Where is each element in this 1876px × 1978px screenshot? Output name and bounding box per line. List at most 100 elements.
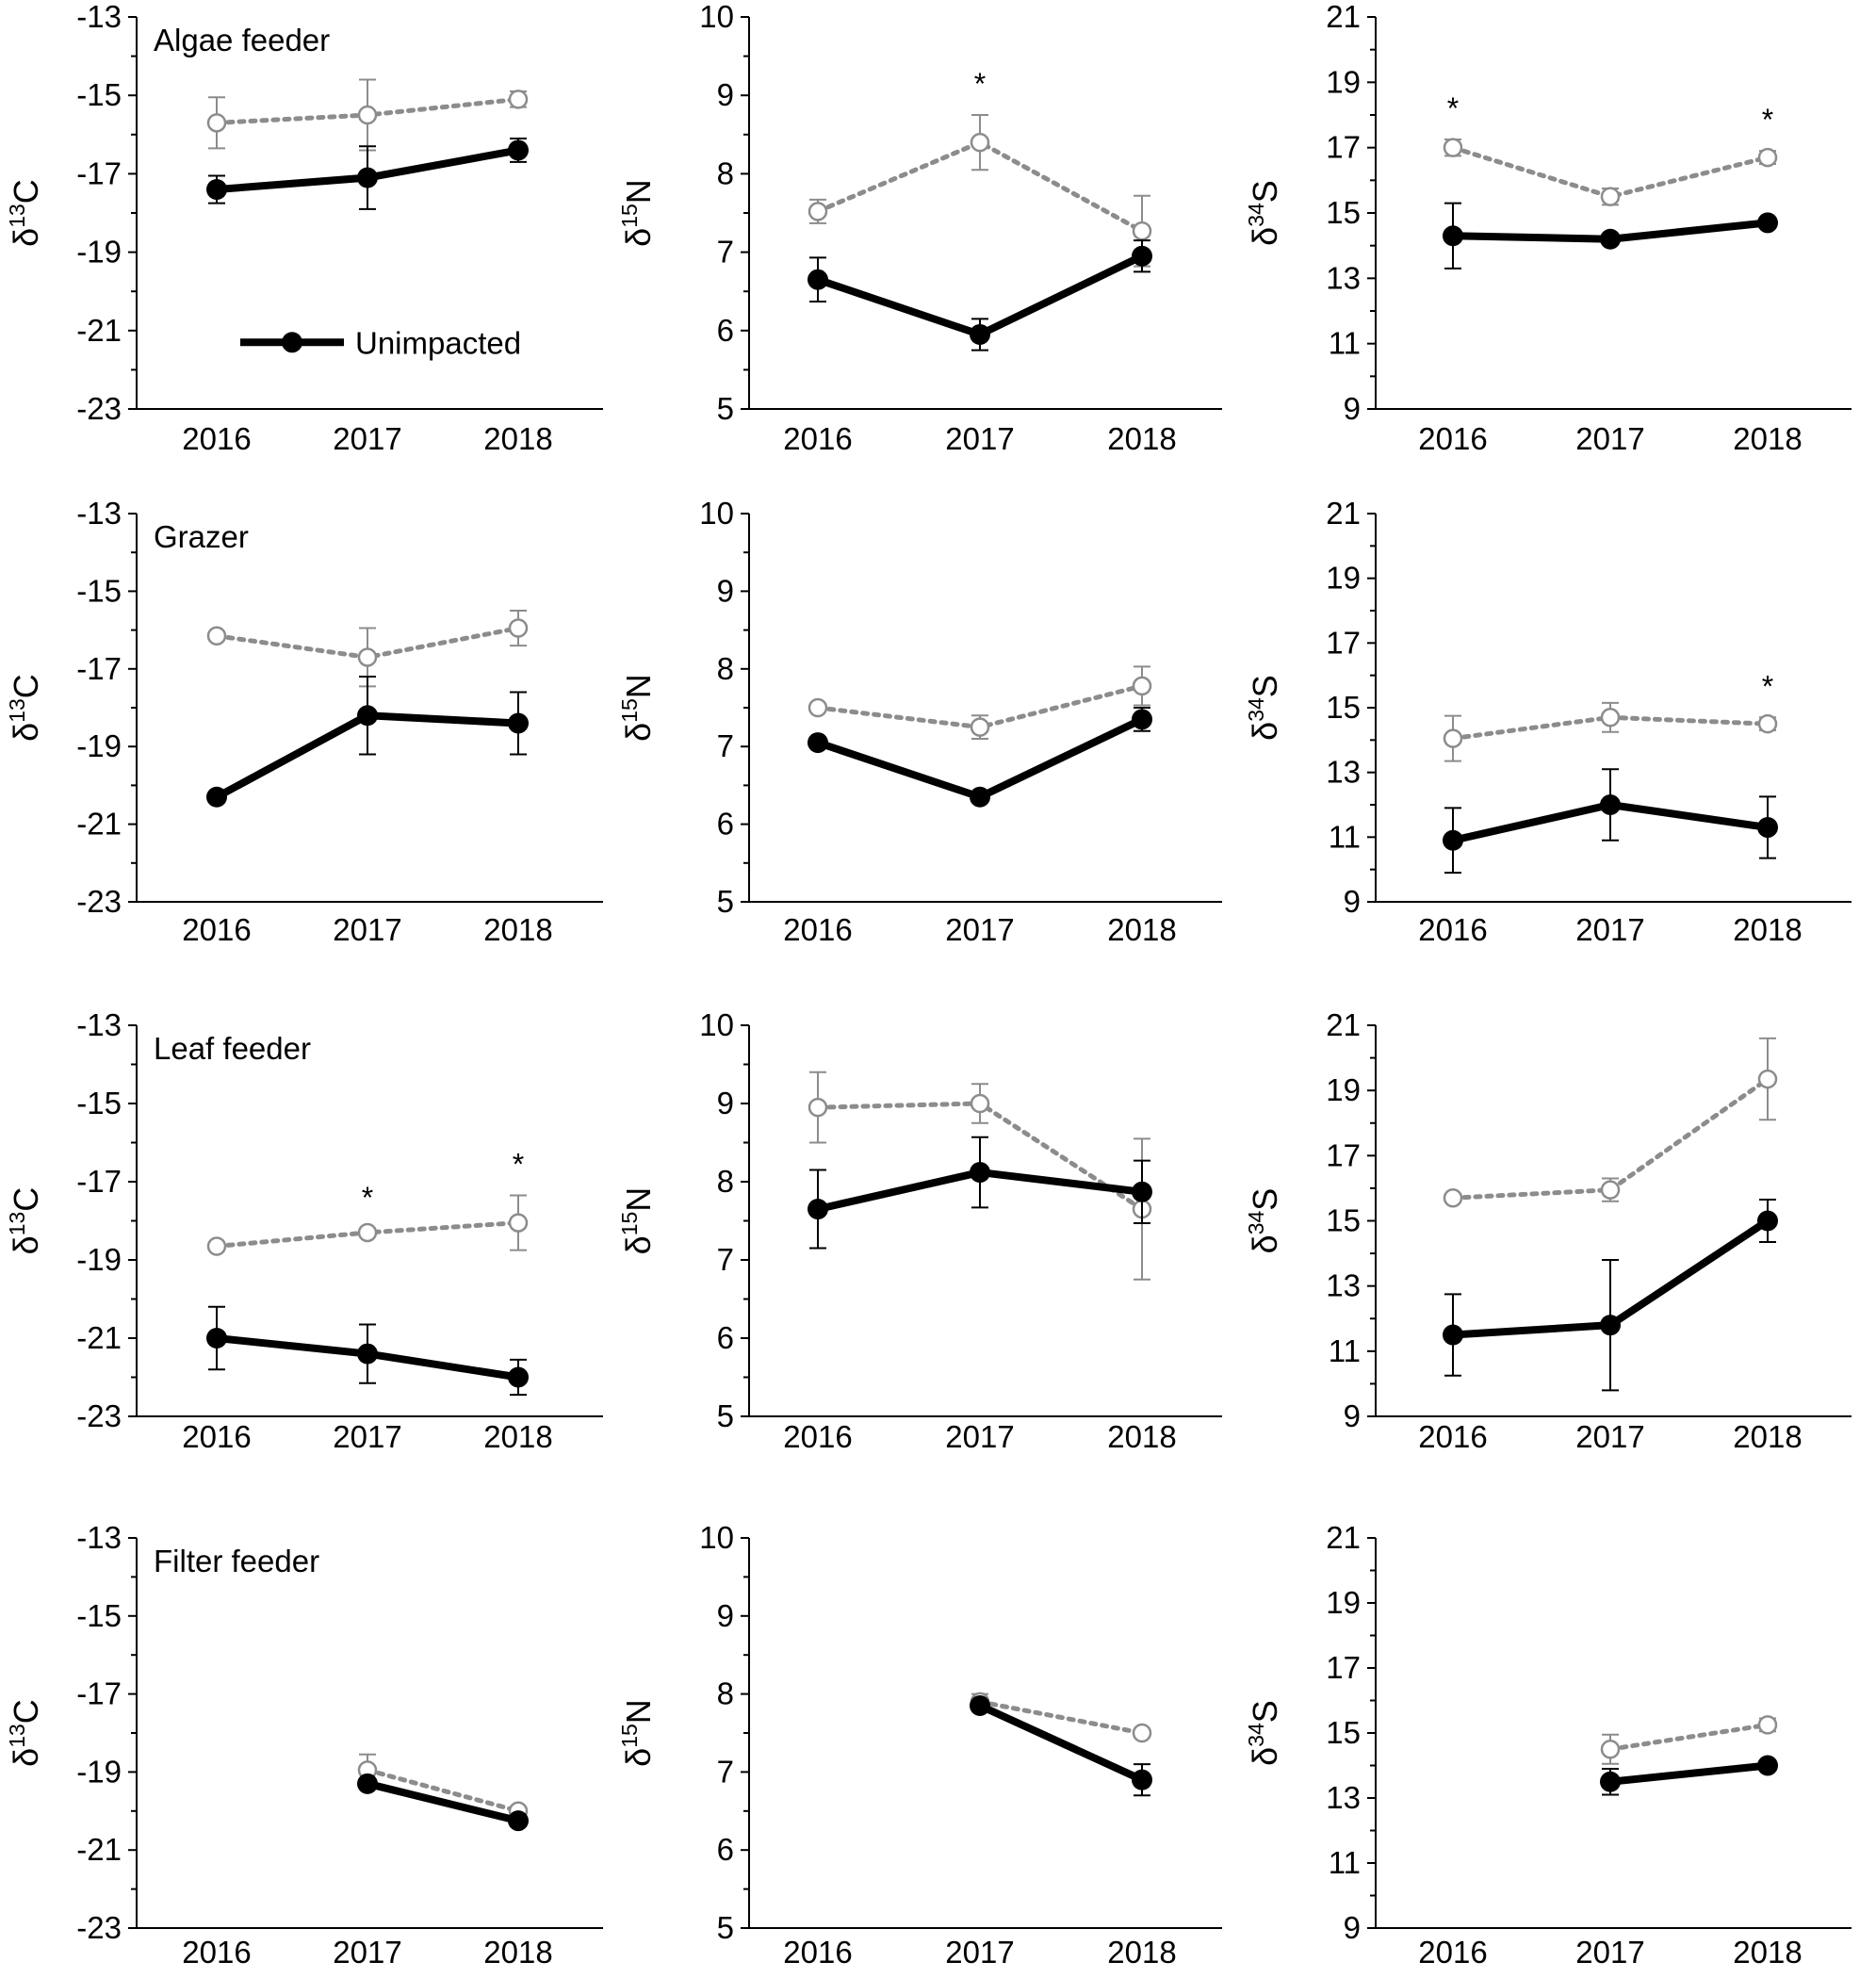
y-tick-label: 6 — [717, 313, 734, 348]
y-tick-label: 6 — [717, 1320, 734, 1355]
data-point — [1443, 728, 1463, 748]
series-unimpacted — [807, 239, 1152, 351]
x-tick-label: 2017 — [333, 421, 401, 456]
data-point — [1600, 1180, 1621, 1200]
panel-leaf-n: 5 6 7 8 9 10 2016 2017 2018 δ15N — [617, 1007, 1222, 1454]
data-point — [508, 1810, 529, 1832]
y-tick-label: 6 — [717, 807, 734, 842]
data-point — [1757, 1755, 1778, 1776]
data-point — [508, 139, 529, 161]
x-tick-label: 2018 — [1107, 912, 1176, 947]
y-tick-label: 11 — [1329, 1845, 1361, 1880]
panel-algae-s: 9 11 13 15 17 19 21 2016 2017 2018 δ34S * * — [1244, 0, 1852, 456]
data-point — [1757, 212, 1778, 234]
series-line — [1609, 1761, 1769, 1786]
data-point — [1757, 817, 1778, 839]
y-tick-label: -19 — [76, 1754, 122, 1789]
data-point — [1600, 187, 1621, 206]
y-tick-label: 21 — [1326, 496, 1361, 531]
y-tick-label: 7 — [717, 1754, 734, 1789]
data-point — [357, 167, 378, 188]
y-tick-label: 11 — [1329, 819, 1361, 854]
y-axis-label: δ15N — [617, 1187, 658, 1255]
data-point — [357, 647, 378, 667]
y-tick-label: -15 — [76, 573, 122, 608]
y-tick-label: -13 — [76, 496, 122, 531]
y-axis-label: δ13C — [5, 179, 45, 247]
series-line — [365, 1767, 521, 1814]
x-tick-label: 2017 — [333, 1419, 401, 1454]
data-point — [357, 1222, 378, 1243]
y-tick-label: 19 — [1326, 1585, 1361, 1620]
y-tick-label: 7 — [717, 235, 734, 270]
y-axis-label: δ34S — [1244, 675, 1284, 741]
data-point — [508, 618, 529, 638]
y-tick-label: -17 — [76, 651, 122, 686]
data-point — [1443, 829, 1463, 851]
y-tick-label: 15 — [1326, 1715, 1361, 1750]
data-point — [1132, 221, 1152, 241]
y-tick-label: 15 — [1326, 690, 1361, 725]
y-tick-label: -13 — [76, 1520, 122, 1555]
series-unimpacted — [357, 1773, 529, 1832]
y-tick-label: 19 — [1326, 561, 1361, 596]
y-tick-label: -13 — [76, 0, 122, 34]
panel-title: Filter feeder — [154, 1544, 319, 1578]
data-point — [1757, 1210, 1778, 1232]
x-tick-label: 2017 — [1575, 912, 1644, 947]
data-point — [508, 90, 529, 109]
data-point — [508, 1366, 529, 1388]
data-point — [1600, 708, 1621, 727]
x-tick-label: 2016 — [783, 421, 852, 456]
x-tick-label: 2018 — [1107, 1935, 1176, 1970]
data-point — [807, 1097, 828, 1118]
x-tick-label: 2016 — [182, 912, 251, 947]
data-point — [206, 1328, 227, 1349]
legend: Unimpacted — [240, 325, 521, 360]
y-tick-label: 9 — [717, 1598, 734, 1633]
significance-star: * — [362, 1181, 373, 1215]
x-tick-label: 2018 — [1733, 421, 1802, 456]
data-point — [970, 1695, 990, 1717]
series-unimpacted — [1443, 768, 1778, 875]
panel-filter-n: 5 6 7 8 9 10 2016 2017 2018 δ15N — [617, 1520, 1222, 1970]
y-tick-label: 8 — [717, 1676, 734, 1711]
y-tick-label: 10 — [699, 1520, 734, 1555]
x-tick-label: 2017 — [945, 1935, 1014, 1970]
y-axis-label: δ34S — [1244, 1700, 1284, 1766]
series-line — [1607, 1722, 1770, 1752]
data-point — [357, 1343, 378, 1365]
y-tick-label: 5 — [717, 1910, 734, 1945]
x-tick-label: 2016 — [1418, 1935, 1487, 1970]
y-tick-label: 9 — [717, 1086, 734, 1120]
panel-filter-c: -23 -21 -19 -17 -15 -13 2016 2017 2018 δ13C Filter… — [5, 1520, 603, 1970]
data-point — [357, 1773, 378, 1794]
data-point — [970, 786, 990, 808]
y-axis-label: δ13C — [5, 1187, 45, 1255]
x-tick-label: 2018 — [1107, 421, 1176, 456]
series-line — [367, 1779, 519, 1825]
data-point — [970, 1162, 990, 1184]
y-tick-label: 13 — [1326, 260, 1361, 295]
y-tick-label: 5 — [717, 884, 734, 919]
significance-star: * — [974, 67, 986, 101]
x-tick-label: 2018 — [483, 912, 552, 947]
panel-leaf-s: 9 11 13 15 17 19 21 2016 2017 2018 δ34S — [1244, 1007, 1852, 1454]
data-point — [1132, 245, 1152, 267]
data-point — [1132, 1769, 1152, 1790]
data-point — [807, 732, 828, 754]
data-point — [206, 1236, 227, 1256]
y-tick-label: 13 — [1326, 1780, 1361, 1815]
y-axis-label: δ15N — [617, 1699, 658, 1767]
panel-title: Algae feeder — [154, 23, 330, 57]
data-point — [1600, 228, 1621, 250]
x-tick-label: 2018 — [1733, 912, 1802, 947]
data-point — [1443, 1324, 1463, 1346]
y-tick-label: -17 — [76, 155, 122, 190]
data-point — [1443, 138, 1463, 157]
series-line — [977, 1699, 1145, 1736]
data-point — [508, 1213, 529, 1233]
series-impacted — [807, 665, 1152, 740]
series-unimpacted — [1600, 1755, 1778, 1796]
panel-grazer-n: 5 6 7 8 9 10 2016 2017 2018 δ15N — [617, 496, 1222, 947]
